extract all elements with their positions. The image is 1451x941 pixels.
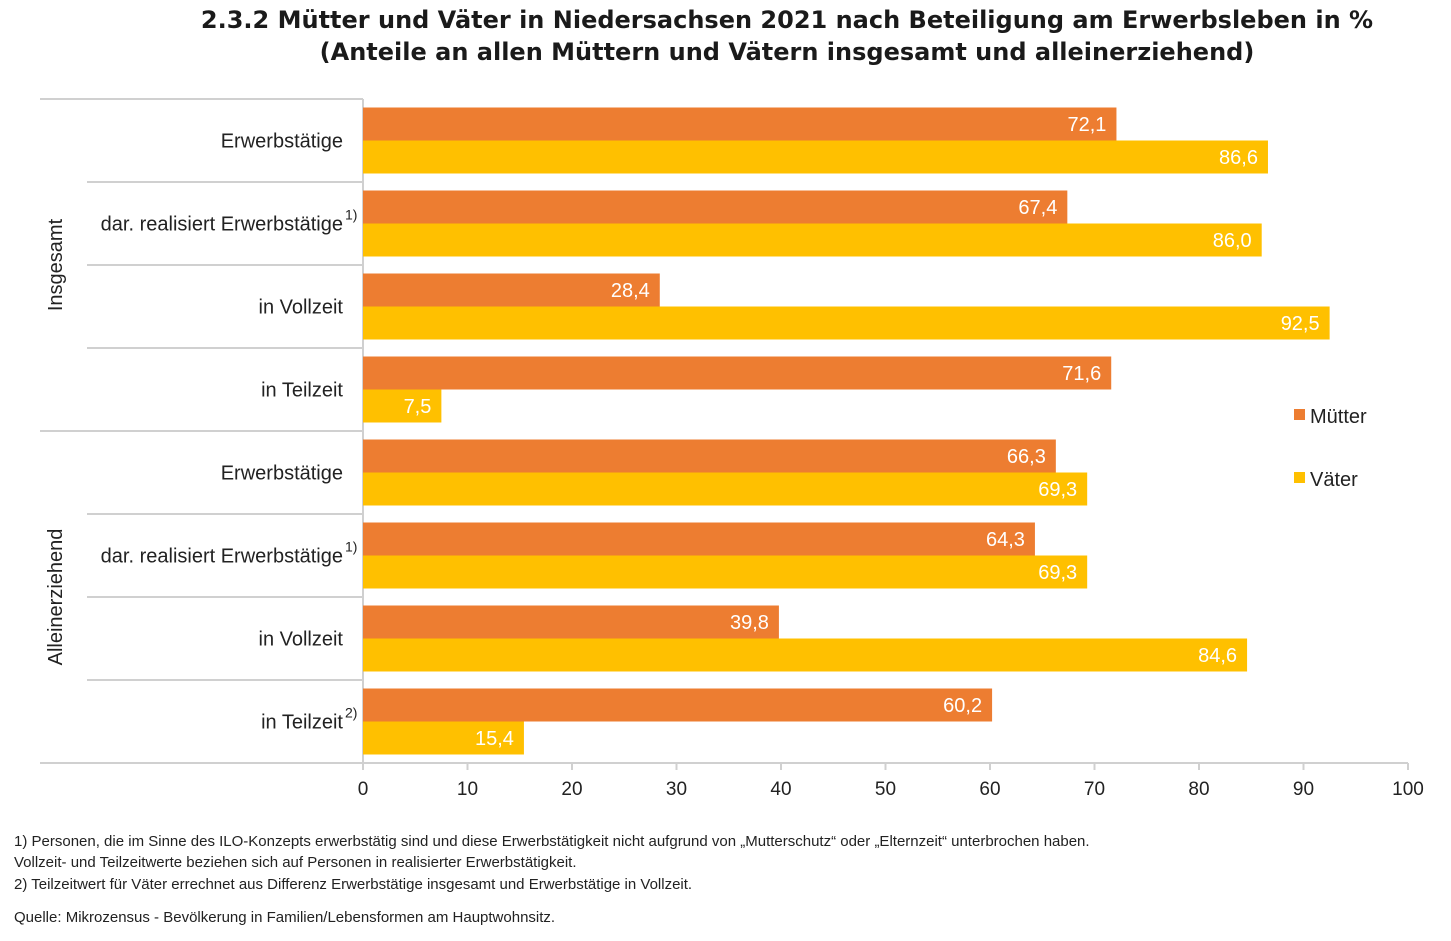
- bar-value-label: 15,4: [475, 728, 514, 750]
- x-tick-label: 0: [358, 779, 369, 800]
- bar: [363, 389, 442, 423]
- x-tick-label: 20: [561, 779, 582, 800]
- bar: [363, 107, 1117, 141]
- x-tick-label: 30: [666, 779, 687, 800]
- x-tick-label: 50: [875, 779, 896, 800]
- legend-swatch: [1294, 472, 1305, 483]
- category-footnote-marker: 1): [345, 539, 357, 555]
- category-label: in Vollzeit: [259, 629, 344, 651]
- bar: [363, 439, 1056, 473]
- legend-label: Väter: [1310, 469, 1358, 491]
- bar-value-label: 7,5: [404, 396, 432, 418]
- bar-value-label: 72,1: [1068, 114, 1107, 136]
- chart: 2.3.2 Mütter und Väter in Niedersachsen …: [40, 6, 1424, 800]
- bar: [363, 638, 1248, 672]
- category-footnote-marker: 2): [345, 705, 357, 721]
- legend-swatch: [1294, 409, 1305, 420]
- bar-value-label: 67,4: [1018, 197, 1057, 219]
- footnote-1-line-1: 1) Personen, die im Sinne des ILO-Konzep…: [14, 833, 1090, 850]
- bar: [363, 306, 1330, 340]
- x-tick-label: 10: [457, 779, 478, 800]
- bar: [363, 356, 1112, 390]
- bar: [363, 273, 660, 307]
- bar-value-label: 39,8: [730, 612, 769, 634]
- axis-layer: 0 10 20 30 40 50 60 70 80 90 100: [40, 98, 1424, 800]
- x-tick-label: 70: [1084, 779, 1105, 800]
- category-label: in Vollzeit: [259, 297, 344, 319]
- category-label: in Teilzeit: [261, 380, 343, 402]
- bar: [363, 140, 1268, 174]
- group-label: Alleinerziehend: [45, 529, 67, 666]
- bar-value-label: 71,6: [1062, 363, 1101, 385]
- bar: [363, 223, 1262, 257]
- category-label: Erwerbstätige: [221, 463, 343, 485]
- bar-value-label: 64,3: [986, 529, 1025, 551]
- source-note: Quelle: Mikrozensus - Bevölkerung in Fam…: [14, 909, 556, 926]
- category-label: in Teilzeit: [261, 712, 343, 734]
- category-labels: Insgesamt Erwerbstätige dar. realisiert Er…: [45, 131, 357, 734]
- category-label: dar. realisiert Erwerbstätige: [101, 214, 343, 236]
- bar: [363, 605, 779, 639]
- bars-layer: 72,1 86,6 67,4 86,0 28,4 92,5 71,6 7,5 66,3 69,3 6…: [363, 107, 1330, 755]
- x-tick-label: 80: [1188, 779, 1209, 800]
- bar-value-label: 86,6: [1219, 147, 1258, 169]
- bar: [363, 688, 993, 722]
- footnote-2: 2) Teilzeitwert für Väter errechnet aus …: [14, 876, 693, 893]
- bar-value-label: 86,0: [1213, 230, 1252, 252]
- category-label: Erwerbstätige: [221, 131, 343, 153]
- bar-value-label: 66,3: [1007, 446, 1046, 468]
- chart-subtitle: (Anteile an allen Müttern und Vätern ins…: [320, 38, 1255, 66]
- bar-value-label: 84,6: [1198, 645, 1237, 667]
- legend-label: Mütter: [1310, 406, 1367, 428]
- bar: [363, 555, 1088, 589]
- bar-value-label: 28,4: [611, 280, 650, 302]
- bar-value-label: 60,2: [943, 695, 982, 717]
- category-label: dar. realisiert Erwerbstätige: [101, 546, 343, 568]
- chart-title: 2.3.2 Mütter und Väter in Niedersachsen …: [201, 6, 1373, 34]
- bar-value-label: 69,3: [1038, 479, 1077, 501]
- bar-value-label: 92,5: [1281, 313, 1320, 335]
- category-footnote-marker: 1): [345, 207, 357, 223]
- bar: [363, 472, 1088, 506]
- bar-value-label: 69,3: [1038, 562, 1077, 584]
- x-tick-label: 60: [979, 779, 1000, 800]
- x-tick-label: 40: [770, 779, 791, 800]
- bar: [363, 522, 1035, 556]
- bar: [363, 190, 1068, 224]
- legend: Mütter Väter: [1294, 406, 1367, 491]
- x-tick-label: 100: [1392, 779, 1424, 800]
- x-tick-label: 90: [1293, 779, 1314, 800]
- group-label: Insgesamt: [45, 218, 67, 311]
- footnote-1-line-2: Vollzeit- und Teilzeitwerte beziehen sic…: [14, 854, 577, 871]
- bar: [363, 721, 524, 755]
